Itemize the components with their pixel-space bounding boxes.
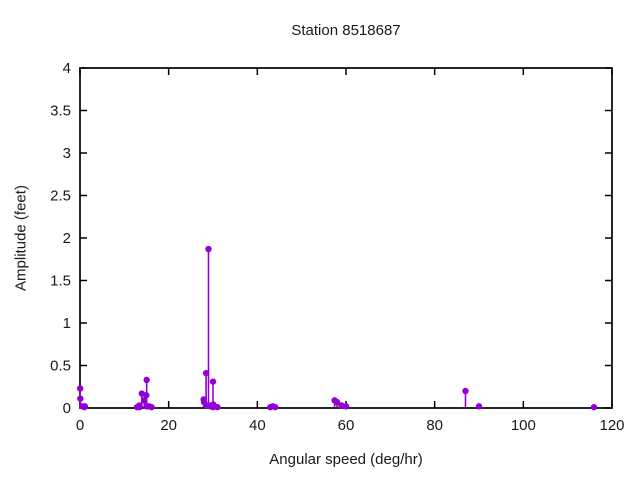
data-point (77, 395, 84, 402)
y-axis-title: Amplitude (feet) (12, 185, 30, 291)
y-tick-label: 1.5 (50, 273, 71, 290)
x-tick-label: 100 (511, 417, 536, 434)
data-point (214, 403, 221, 411)
y-tick-label: 2 (63, 230, 71, 247)
y-tick-label: 4 (63, 60, 71, 77)
data-point (209, 378, 217, 385)
y-tick-label: 3.5 (50, 103, 71, 120)
data-point (590, 403, 598, 411)
x-tick-label: 20 (160, 417, 177, 434)
y-tick-label: 3 (63, 145, 71, 162)
plot-frame (79, 67, 613, 409)
data-point (462, 387, 469, 395)
data-point (271, 403, 279, 411)
data-point (475, 403, 483, 410)
y-tick-label: 1 (63, 315, 71, 332)
data-point (333, 398, 341, 406)
data-point (81, 403, 89, 410)
data-point (342, 403, 350, 410)
data-point (202, 369, 210, 377)
y-tick-label: 2.5 (50, 188, 71, 205)
data-point (205, 245, 212, 253)
y-tick-label: 0 (63, 400, 71, 417)
data-point (76, 385, 84, 392)
y-tick-label: 0.5 (50, 358, 71, 375)
data-point (148, 403, 155, 411)
x-tick-label: 120 (599, 417, 624, 434)
x-tick-label: 0 (76, 417, 84, 434)
chart-title: Station 8518687 (291, 22, 401, 39)
x-tick-label: 60 (338, 417, 355, 434)
x-tick-label: 40 (249, 417, 266, 434)
data-point (143, 376, 150, 384)
x-axis-title: Angular speed (deg/hr) (269, 451, 423, 468)
x-tick-label: 80 (426, 417, 443, 434)
